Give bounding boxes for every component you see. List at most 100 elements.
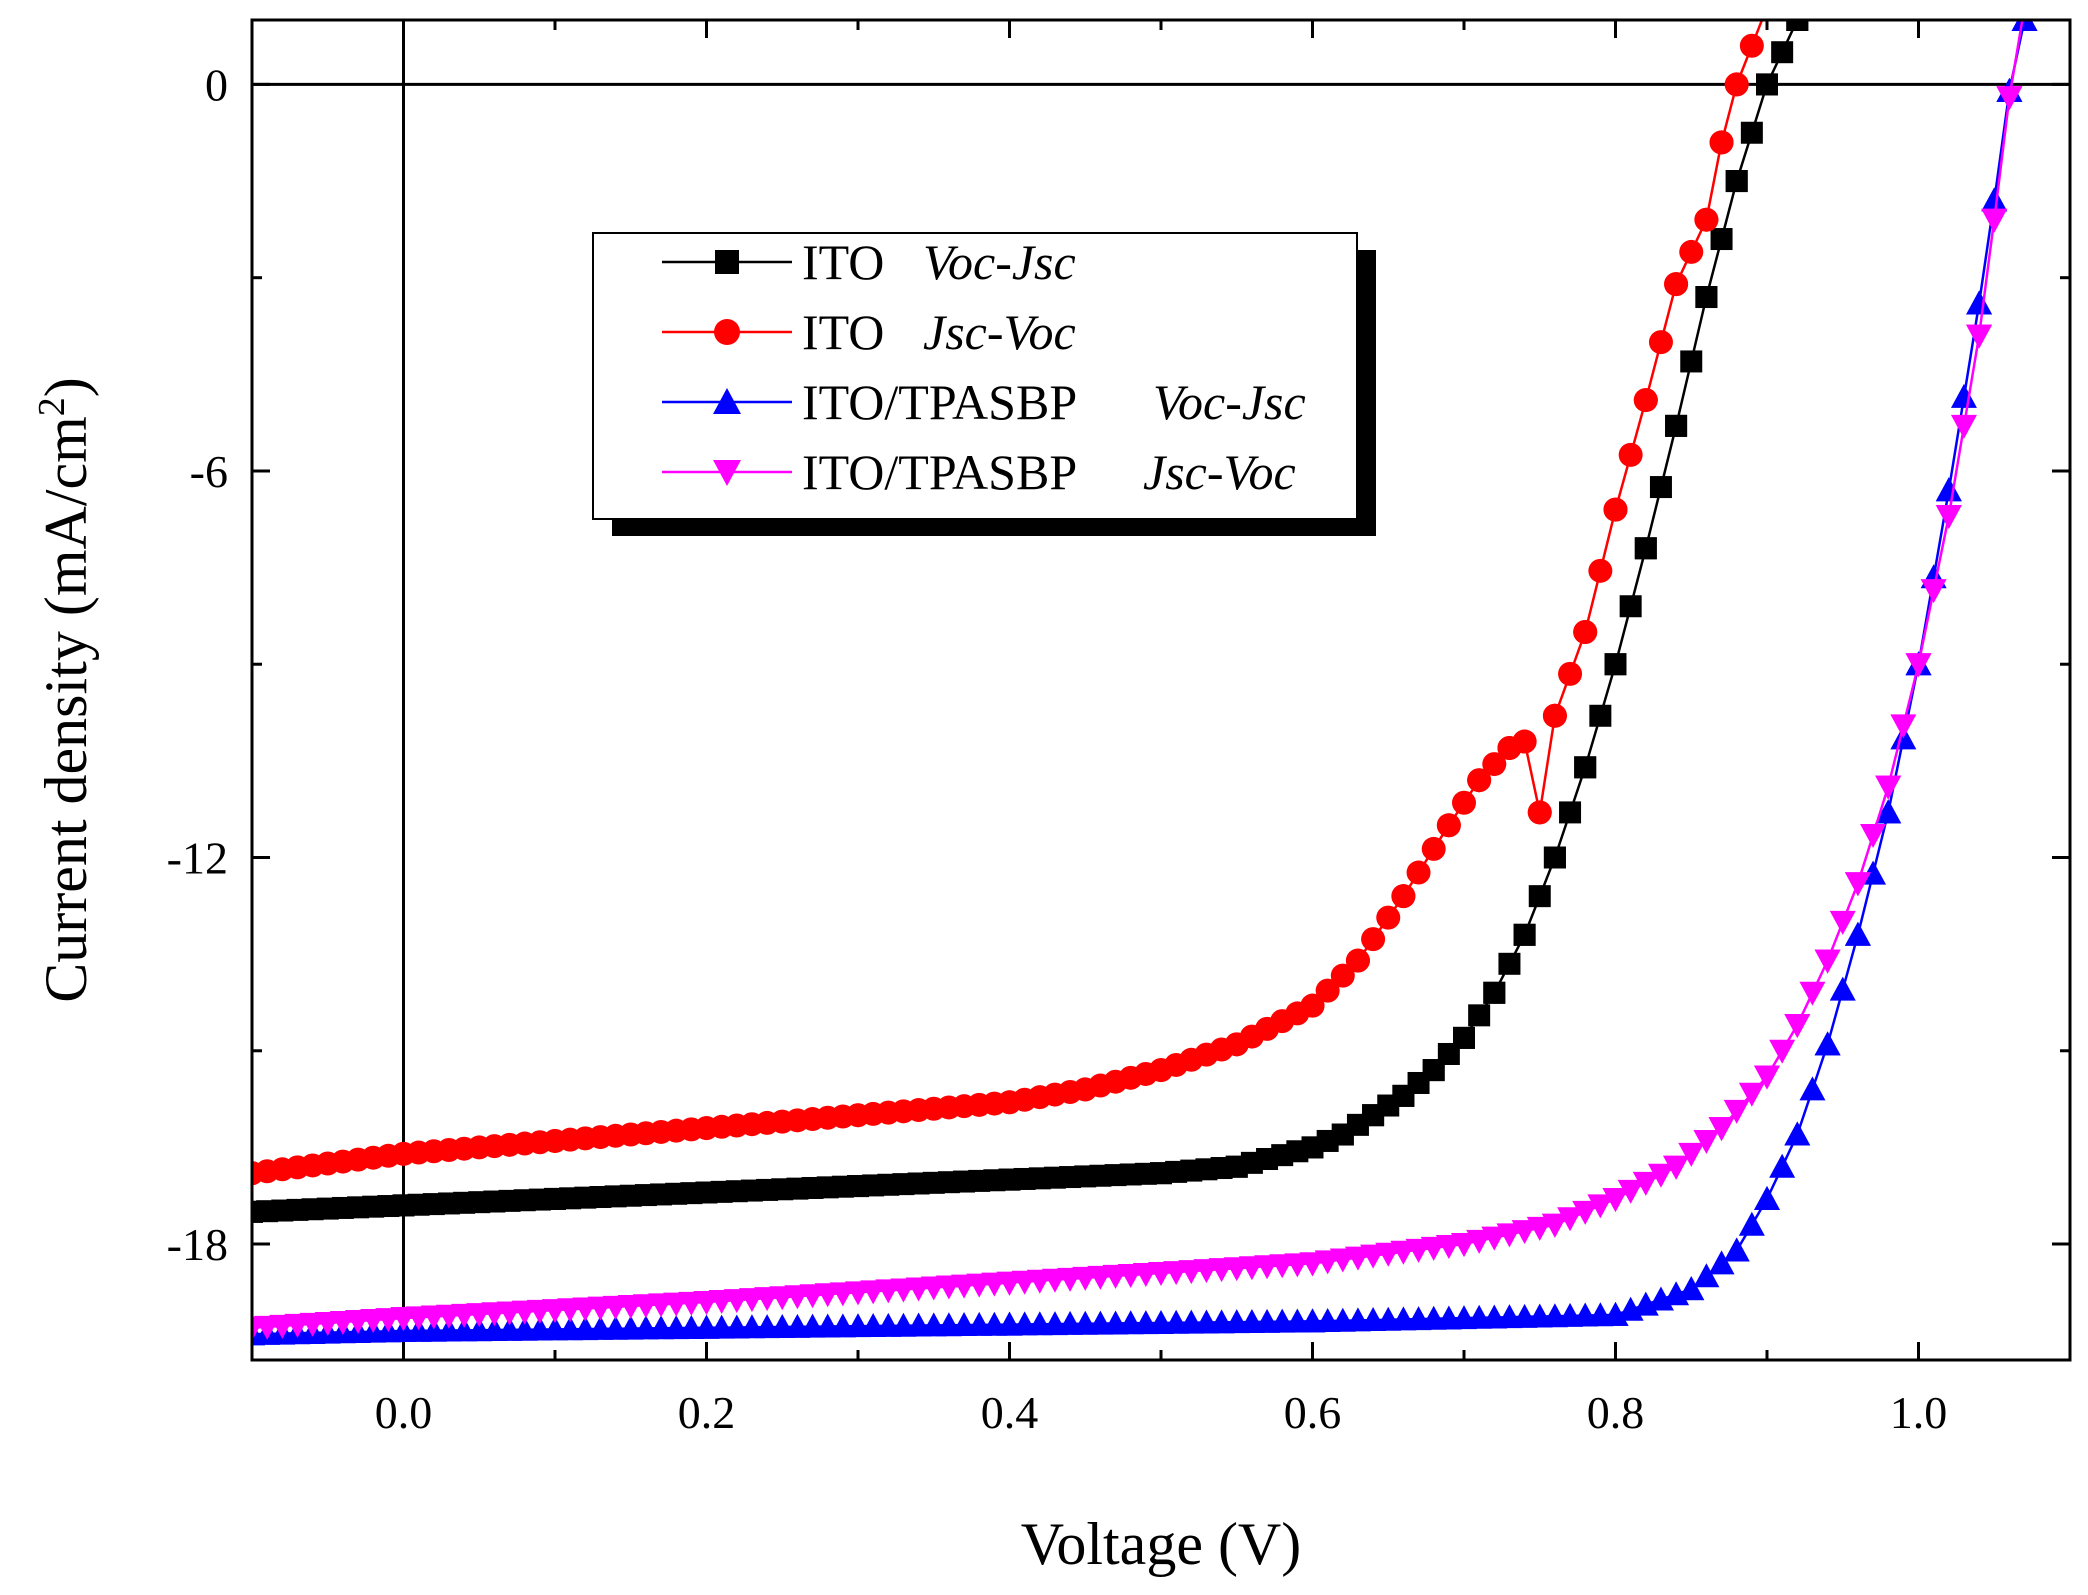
data-point [1844,921,1871,946]
data-point [1754,1185,1780,1210]
data-point [1739,33,1764,58]
data-point [1330,963,1355,988]
data-point [1467,768,1492,793]
data-point [1678,1142,1705,1167]
data-point [1679,239,1704,264]
data-point [1542,703,1567,728]
data-point [1498,952,1521,975]
data-point [1950,414,1977,439]
data-point [1604,653,1627,676]
data-point [2024,20,2025,21]
data-point [1557,1207,1584,1232]
data-point [1589,704,1612,727]
x-axis-title: Voltage (V) [1021,1511,1302,1577]
series-layer [252,0,2038,1346]
data-point [1981,187,2008,212]
data-point [1663,1155,1690,1180]
legend-label-italic: Jsc-Voc [1143,444,1296,500]
data-point [1345,948,1370,973]
legend-label: ITO/TPASBP [802,444,1077,500]
legend-entry-3: ITO/TPASBP Voc-Jsc [662,374,1306,430]
data-point [1801,0,1823,12]
data-point [1543,846,1566,869]
data-point [1617,1179,1644,1204]
data-point [1618,442,1643,467]
data-point [1784,1014,1811,1038]
data-point [1860,823,1887,848]
data-point [2024,20,2025,21]
y-tick-label: -12 [167,833,228,884]
data-point [1587,1194,1614,1219]
data-point [1769,1153,1796,1178]
data-point [1558,661,1583,686]
x-tick-label: 0.8 [1587,1387,1645,1438]
data-point [1649,476,1672,499]
series-2 [252,20,1764,1186]
data-point [1769,1039,1796,1064]
legend-label: ITO [802,304,884,360]
data-point [1966,324,1993,349]
data-point [1481,1226,1508,1251]
data-point [1709,130,1734,155]
data-point [1361,927,1386,952]
data-point [1526,1216,1553,1241]
x-tick-label: 0.6 [1284,1387,1342,1438]
legend-marker-triangle-up [713,388,741,414]
axis-ticks [250,20,2072,1360]
data-point [1512,729,1537,754]
data-point [1648,330,1673,355]
data-point [1603,497,1628,522]
data-point [1844,872,1871,897]
data-point [1890,714,1917,739]
data-point [1588,558,1613,583]
data-point [1950,383,1977,408]
data-point [1527,800,1552,825]
data-point [1875,775,1902,800]
data-point [1572,1200,1599,1225]
data-point [1754,1065,1780,1090]
data-point [1905,653,1932,678]
data-point [1482,752,1507,777]
y-axis-title: Current density (mA/cm2) [31,377,99,1003]
data-point [1541,1213,1568,1238]
data-point [1496,1223,1523,1248]
data-point [1559,801,1582,824]
data-point [1738,1211,1765,1236]
data-point [1406,860,1431,885]
data-point [1738,1082,1765,1107]
data-point [1680,350,1703,373]
zero-lines [252,20,2070,1360]
y-axis-title-close: ) [33,377,99,397]
data-point [1693,1129,1720,1154]
data-point [1483,981,1506,1004]
data-point [1723,1099,1750,1124]
legend-entry-1: ITO Voc-Jsc [662,234,1076,290]
data-point [1602,1187,1629,1212]
data-point [1771,41,1794,64]
data-point [1935,505,1962,530]
data-point [1725,170,1748,193]
data-point [1756,73,1778,96]
legend-marker-triangle-down [713,460,741,486]
data-point [1647,1163,1674,1188]
data-point [1875,799,1902,824]
x-tick-label: 0.4 [981,1387,1039,1438]
data-point [1723,1237,1750,1262]
data-point [1966,290,1993,315]
y-axis-title-sup: 2 [31,397,73,416]
y-axis-title-main: Current density (mA/cm [33,416,99,1003]
data-point [1694,207,1719,232]
legend-label-italic: Jsc-Voc [923,304,1076,360]
y-tick-label: -18 [167,1219,228,1270]
legend-entry-4: ITO/TPASBP Jsc-Voc [662,444,1296,500]
series-line [252,20,2024,1330]
data-point [1784,1121,1811,1146]
data-point [1996,86,2023,111]
legend-label-italic: Voc-Jsc [923,234,1076,290]
data-point [1453,1026,1475,1049]
data-point [1452,790,1476,815]
data-point [1981,208,2008,233]
data-point [1829,910,1856,935]
